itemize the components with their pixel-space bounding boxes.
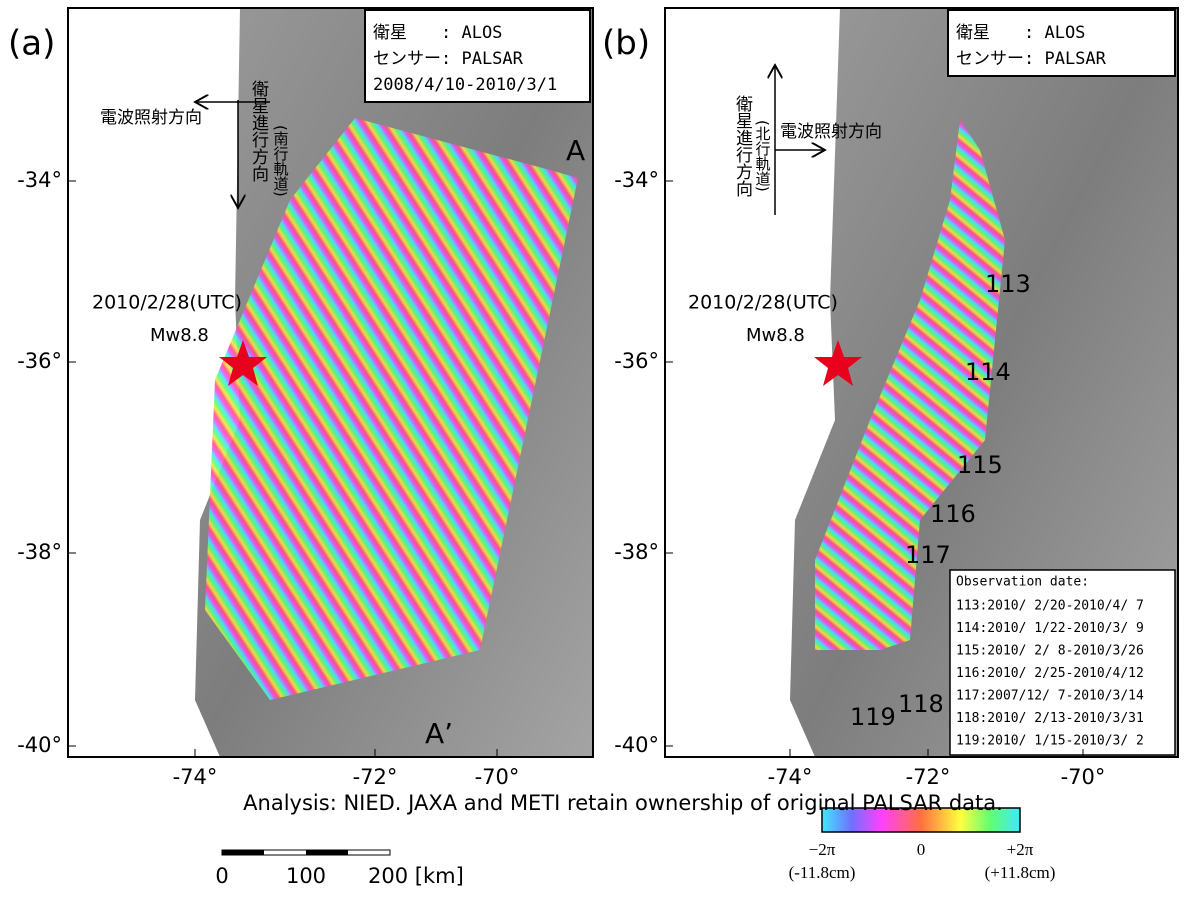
y-tick-label: -40° xyxy=(17,733,62,757)
event-date: 2010/2/28(UTC) xyxy=(92,292,242,314)
observation-date: 119:2010/ 1/15-2010/3/ 2 xyxy=(956,734,1144,749)
credit: Analysis: NIED. JAXA and METI retain own… xyxy=(243,791,1003,815)
legend-text: 衛星 : ALOS xyxy=(373,23,502,43)
y-tick-label: -36° xyxy=(17,349,62,373)
y-tick-label: -34° xyxy=(614,168,659,192)
observation-date: 113:2010/ 2/20-2010/4/ 7 xyxy=(956,599,1144,614)
look-direction: 電波照射方向 xyxy=(780,122,882,142)
profile-label: A xyxy=(566,134,585,167)
track-label: 113 xyxy=(985,270,1031,298)
flight-direction: 衛星進行方向 xyxy=(248,80,269,182)
x-tick-label: -74° xyxy=(768,765,813,789)
y-tick-label: -38° xyxy=(17,540,62,564)
profile-label: A’ xyxy=(425,717,453,750)
observation-date: 114:2010/ 1/22-2010/3/ 9 xyxy=(956,621,1144,636)
panel-label: (b) xyxy=(602,24,650,64)
y-tick-label: -36° xyxy=(614,349,659,373)
colorbar-label: (-11.8cm) xyxy=(789,863,856,882)
y-tick-label: -34° xyxy=(17,168,62,192)
x-tick-label: -70° xyxy=(475,765,520,789)
orbit: (南行軌道) xyxy=(272,125,290,197)
scale-bar xyxy=(222,850,390,855)
track-label: 114 xyxy=(965,358,1011,386)
observation-date: 115:2010/ 2/ 8-2010/3/26 xyxy=(956,644,1144,659)
colorbar-label: 0 xyxy=(917,840,926,859)
y-tick-label: -38° xyxy=(614,540,659,564)
scale-label: 200 [km] xyxy=(368,864,464,888)
flight-direction: 衛星進行方向 xyxy=(732,95,753,197)
orbit: (北行軌道) xyxy=(754,120,772,192)
figure: -34° -36° -38° -40° -74° -72° -70° (a) 衛星 : ALOS… xyxy=(0,0,1186,911)
event-date: 2010/2/28(UTC) xyxy=(688,292,838,314)
track-label: 116 xyxy=(930,500,976,528)
legend-text: センサー: PALSAR xyxy=(956,49,1107,69)
y-tick-label: -40° xyxy=(614,733,659,757)
magnitude: Mw8.8 xyxy=(746,325,805,346)
colorbar-label: −2π xyxy=(809,840,836,859)
observation-date: 116:2010/ 2/25-2010/4/12 xyxy=(956,666,1144,681)
observation-date: 117:2007/12/ 7-2010/3/14 xyxy=(956,689,1144,704)
panel-label: (a) xyxy=(8,24,55,64)
scale-label: 100 xyxy=(286,864,326,888)
scale-label: 0 xyxy=(215,864,228,888)
observation-title: Observation date: xyxy=(956,575,1089,590)
track-label: 118 xyxy=(898,690,944,718)
legend-text: 2008/4/10-2010/3/1 xyxy=(373,75,557,95)
x-tick-label: -72° xyxy=(353,765,398,789)
look-direction: 電波照射方向 xyxy=(100,108,202,128)
observation-date: 118:2010/ 2/13-2010/3/31 xyxy=(956,711,1144,726)
colorbar-label: (+11.8cm) xyxy=(985,863,1056,882)
track-label: 119 xyxy=(850,703,896,731)
magnitude: Mw8.8 xyxy=(150,325,209,346)
legend-text: 衛星 : ALOS xyxy=(956,23,1085,43)
track-label: 115 xyxy=(957,451,1003,479)
x-tick-label: -70° xyxy=(1061,765,1106,789)
x-tick-label: -74° xyxy=(173,765,218,789)
track-label: 117 xyxy=(905,541,951,569)
legend-text: センサー: PALSAR xyxy=(373,49,524,69)
x-tick-label: -72° xyxy=(906,765,951,789)
colorbar-label: +2π xyxy=(1007,840,1034,859)
